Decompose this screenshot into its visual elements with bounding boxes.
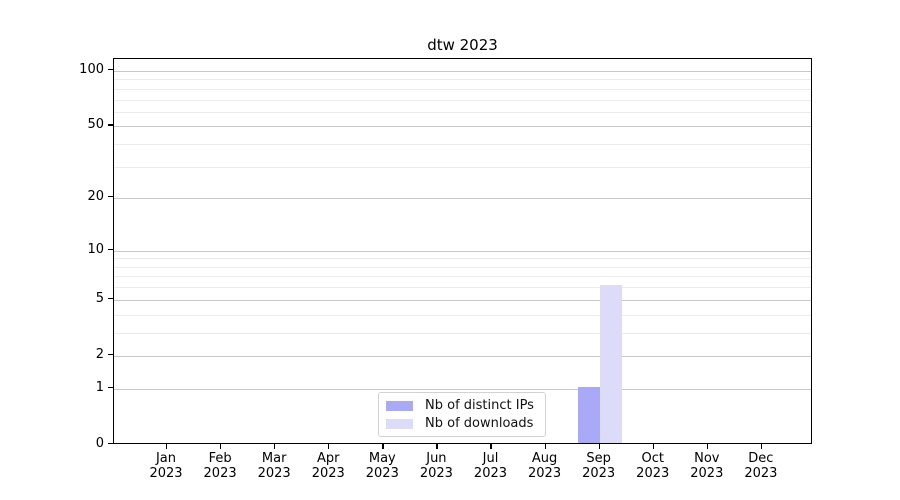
- y-axis-tick: [108, 297, 113, 299]
- x-tick-month: Feb: [208, 451, 232, 466]
- y-tick-label: 50: [87, 117, 104, 133]
- minor-gridline: [114, 258, 811, 260]
- x-tick-year: 2023: [528, 466, 562, 481]
- x-tick-label: Nov 2023: [679, 451, 735, 481]
- y-axis-tick: [108, 353, 113, 356]
- x-tick-month: Aug: [531, 451, 558, 466]
- minor-gridline: [114, 276, 811, 278]
- x-axis-tick: [598, 444, 600, 449]
- x-tick-month: Oct: [641, 451, 664, 466]
- x-tick-year: 2023: [203, 466, 237, 481]
- x-tick-year: 2023: [744, 466, 778, 481]
- minor-gridline: [114, 287, 811, 289]
- y-tick-label: 20: [87, 189, 104, 205]
- x-tick-label: Oct 2023: [625, 451, 681, 481]
- x-tick-label: Jan 2023: [138, 451, 194, 481]
- legend-row-distinct-ips: Nb of distinct IPs: [386, 398, 537, 413]
- major-gridline: [114, 71, 811, 72]
- bar-distinct-ips: [577, 386, 600, 443]
- major-gridline: [114, 299, 811, 301]
- x-axis-tick: [760, 444, 763, 449]
- x-axis-tick: [436, 444, 438, 449]
- minor-gridline: [114, 99, 811, 101]
- legend-label-distinct-ips: Nb of distinct IPs: [425, 398, 534, 413]
- x-tick-month: Jul: [482, 451, 499, 466]
- legend: Nb of distinct IPs Nb of downloads: [378, 392, 546, 437]
- y-axis-tick: [108, 443, 113, 445]
- x-tick-month: Mar: [261, 451, 287, 466]
- major-gridline: [114, 126, 811, 128]
- y-tick-label: 1: [95, 379, 104, 395]
- y-axis-tick: [108, 69, 113, 71]
- minor-gridline: [114, 88, 811, 90]
- x-axis-tick: [490, 444, 492, 449]
- x-tick-label: Jun 2023: [408, 451, 464, 481]
- major-gridline: [114, 198, 811, 200]
- minor-gridline: [114, 144, 811, 146]
- legend-row-downloads: Nb of downloads: [386, 416, 537, 431]
- x-tick-month: Apr: [316, 451, 340, 466]
- x-tick-label: Mar 2023: [246, 451, 302, 481]
- legend-swatch-downloads: [386, 418, 413, 429]
- minor-gridline: [114, 79, 811, 81]
- minor-gridline: [114, 166, 811, 168]
- major-gridline: [114, 250, 811, 252]
- x-axis-tick: [166, 444, 168, 449]
- x-tick-label: Apr 2023: [300, 451, 356, 481]
- plot-area: [113, 58, 812, 444]
- x-tick-label: May 2023: [354, 451, 410, 481]
- x-tick-label: Aug 2023: [517, 451, 573, 481]
- x-axis-tick: [706, 444, 708, 449]
- x-tick-month: Dec: [748, 451, 774, 466]
- x-tick-label: Dec 2023: [733, 451, 789, 481]
- y-tick-label: 5: [95, 290, 104, 306]
- chart-title: dtw 2023: [427, 36, 498, 54]
- y-tick-label: 100: [79, 62, 104, 77]
- x-axis-tick: [652, 444, 654, 449]
- x-tick-year: 2023: [636, 466, 670, 481]
- minor-gridline: [114, 266, 811, 268]
- x-axis-tick: [220, 444, 222, 449]
- x-axis-tick: [544, 444, 546, 449]
- x-tick-year: 2023: [149, 466, 183, 481]
- x-axis-tick: [382, 444, 384, 449]
- x-tick-month: May: [368, 451, 396, 466]
- y-tick-label: 0: [95, 436, 104, 451]
- x-axis-tick: [274, 444, 276, 449]
- y-tick-label: 10: [87, 241, 104, 257]
- legend-label-downloads: Nb of downloads: [425, 416, 534, 431]
- minor-gridline: [114, 314, 811, 316]
- x-tick-year: 2023: [582, 466, 616, 481]
- x-tick-label: Sep 2023: [571, 451, 627, 481]
- x-tick-month: Jun: [426, 451, 447, 466]
- x-tick-year: 2023: [365, 466, 399, 481]
- x-tick-year: 2023: [473, 466, 508, 481]
- x-tick-year: 2023: [257, 466, 291, 481]
- y-tick-label: 2: [95, 346, 104, 362]
- legend-swatch-distinct-ips: [386, 400, 413, 411]
- x-tick-label: Jul 2023: [462, 451, 518, 481]
- y-axis-tick: [108, 196, 113, 198]
- y-axis-tick: [108, 248, 113, 250]
- x-tick-year: 2023: [690, 466, 724, 481]
- x-tick-month: Jan: [155, 451, 177, 466]
- minor-gridline: [114, 332, 811, 334]
- major-gridline: [114, 355, 811, 357]
- x-tick-year: 2023: [311, 466, 345, 481]
- x-tick-month: Sep: [586, 451, 611, 466]
- x-tick-month: Nov: [694, 451, 720, 466]
- major-gridline: [114, 388, 811, 390]
- minor-gridline: [114, 111, 811, 113]
- x-axis-tick: [328, 444, 330, 449]
- x-tick-label: Feb 2023: [192, 451, 248, 481]
- y-axis-tick: [108, 386, 113, 389]
- bar-downloads: [599, 285, 622, 443]
- y-axis-tick: [108, 124, 113, 126]
- x-tick-year: 2023: [419, 466, 453, 481]
